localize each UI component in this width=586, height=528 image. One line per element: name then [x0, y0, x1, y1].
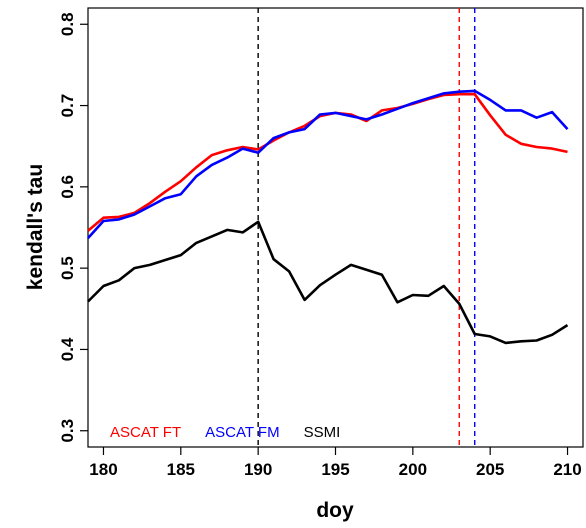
legend-item: SSMI	[304, 424, 341, 441]
x-axis-title: doy	[316, 499, 354, 522]
y-axis-title: kendall's tau	[24, 164, 47, 290]
legend-item: ASCAT FM	[205, 424, 279, 441]
x-tick-label: 210	[553, 460, 581, 479]
series-line	[87, 89, 569, 239]
x-tick-label: 200	[399, 460, 427, 479]
series-lines	[87, 89, 569, 345]
legend-item: ASCAT FT	[110, 424, 181, 441]
plot-frame	[87, 7, 584, 448]
y-tick-label: 0.8	[58, 12, 77, 36]
series-line	[87, 220, 569, 345]
y-tick-label: 0.4	[58, 337, 77, 361]
y-tick-label: 0.7	[58, 94, 77, 118]
y-axis: 0.3 0.4 0.5 0.6 0.7 0.8	[58, 12, 88, 443]
legend: ASCAT FT ASCAT FM SSMI	[110, 424, 340, 441]
x-tick-label: 195	[321, 460, 349, 479]
y-tick-label: 0.5	[58, 256, 77, 280]
y-tick-label: 0.3	[58, 419, 77, 443]
y-tick-label: 0.6	[58, 175, 77, 199]
x-tick-label: 205	[476, 460, 504, 479]
x-tick-label: 180	[89, 460, 117, 479]
x-axis: 180 185 190 195 200 205 210	[89, 447, 582, 479]
reference-lines	[257, 8, 476, 447]
x-tick-label: 190	[244, 460, 272, 479]
x-tick-label: 185	[167, 460, 195, 479]
